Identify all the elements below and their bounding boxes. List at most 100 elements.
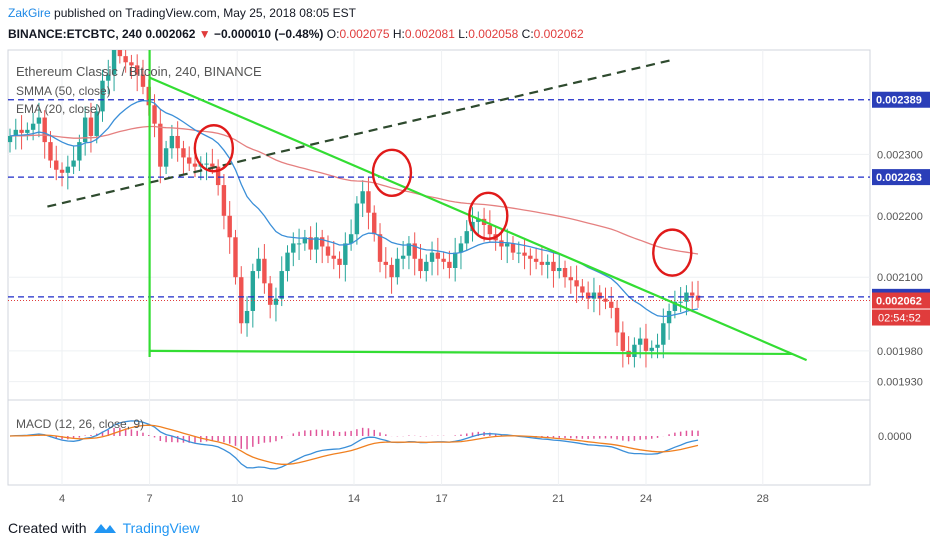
price-label-box xyxy=(872,91,930,108)
price-tick-label: 0.002200 xyxy=(877,211,923,223)
candle-body xyxy=(429,252,435,262)
candle-body xyxy=(267,283,273,305)
candle-body xyxy=(637,338,643,345)
low-label: L: xyxy=(458,27,469,41)
candle-body xyxy=(320,237,325,247)
legend-macd: MACD (12, 26, close, 9) xyxy=(16,417,144,431)
candle-body xyxy=(169,135,175,149)
open-value: 0.002075 xyxy=(339,27,390,41)
candle-body xyxy=(632,344,637,358)
chart-area[interactable]: 0.002300 0.002200 0.002100 0.001980 0.001930… xyxy=(0,0,932,520)
candle-body xyxy=(19,129,24,133)
candle-body xyxy=(441,258,446,262)
countdown-text: 02:54:52 xyxy=(878,313,921,325)
high-label: H: xyxy=(392,27,405,41)
macd-line xyxy=(9,420,699,470)
candle-body xyxy=(487,225,493,235)
author-name[interactable]: ZakGire xyxy=(8,6,51,20)
legend-ema: EMA (20, close) xyxy=(16,102,101,116)
candle-body xyxy=(134,65,140,75)
candle-body xyxy=(163,148,169,167)
candle-body xyxy=(447,261,452,268)
candle-body xyxy=(435,252,441,259)
candle-body xyxy=(557,267,562,272)
price-axis[interactable]: 0.002300 0.002200 0.002100 0.001980 0.001930… xyxy=(872,91,930,443)
candle-body xyxy=(25,129,30,133)
candle-body xyxy=(661,323,666,345)
price-pane xyxy=(8,50,870,368)
price-label-text: 0.002062 xyxy=(876,296,922,308)
tradingview-brand[interactable]: TradingView xyxy=(122,520,200,536)
candle-body xyxy=(285,252,290,272)
candle-body xyxy=(395,258,400,278)
candle-body xyxy=(643,338,649,351)
candle-body xyxy=(8,135,13,143)
candle-body xyxy=(187,157,192,164)
highlight-circle xyxy=(371,148,413,198)
candle-body xyxy=(649,347,654,351)
candle-body xyxy=(366,191,371,213)
time-tick-label: 28 xyxy=(757,493,769,505)
candle-body xyxy=(695,295,701,301)
candle-body xyxy=(54,160,59,170)
candle-body xyxy=(597,292,602,299)
candle-body xyxy=(343,243,348,265)
highlight-circle xyxy=(193,124,235,173)
change-arrow-icon: ▼ xyxy=(198,27,211,41)
candle-body xyxy=(499,240,504,247)
candle-body xyxy=(82,117,88,143)
countdown-box xyxy=(872,309,930,326)
price-tick-label: 0.001930 xyxy=(877,377,923,389)
last-price: 0.002062 xyxy=(145,27,196,41)
candle-body xyxy=(181,148,186,158)
candle-body xyxy=(59,169,65,173)
candle-body xyxy=(215,166,221,186)
candle-body xyxy=(65,166,71,173)
legend-smma: SMMA (50, close) xyxy=(16,84,111,98)
candle-body xyxy=(77,142,82,161)
candle-body xyxy=(545,261,550,265)
price-tick-label: 0.001980 xyxy=(877,346,923,358)
price-label-box xyxy=(872,292,930,309)
candle-body xyxy=(678,301,683,303)
candle-body xyxy=(591,292,597,299)
candle-body xyxy=(42,117,47,143)
price-label-text: 0.002389 xyxy=(876,95,922,107)
tradingview-logo-icon xyxy=(93,524,116,533)
candle-body xyxy=(250,271,256,311)
price-tick-label: 0.002100 xyxy=(877,272,923,284)
publish-info: ZakGire published on TradingView.com, Ma… xyxy=(8,6,356,20)
candle-body xyxy=(227,215,232,238)
candle-body xyxy=(291,243,296,253)
candle-body xyxy=(672,301,678,311)
time-tick-label: 10 xyxy=(231,493,243,505)
candle-body xyxy=(106,74,111,81)
time-axis[interactable]: 4 7 10 14 17 21 24 28 xyxy=(59,493,769,505)
candle-body xyxy=(539,261,545,265)
candle-body xyxy=(71,160,76,167)
candle-body xyxy=(348,234,354,244)
candle-body xyxy=(256,258,261,272)
candle-body xyxy=(325,246,331,256)
high-value: 0.002081 xyxy=(404,27,455,41)
price-tick-label: 0.002300 xyxy=(877,149,923,161)
candle-body xyxy=(574,280,579,287)
created-with-text: Created with xyxy=(8,520,87,536)
macd-signal-line xyxy=(9,424,699,465)
candle-body xyxy=(354,203,360,235)
price-label-box xyxy=(872,169,930,186)
triangle-lower-line xyxy=(149,349,793,356)
candle-body xyxy=(476,218,481,222)
candle-body xyxy=(458,243,464,253)
candle-body xyxy=(302,237,308,244)
price-change: −0.000010 (−0.48%) xyxy=(214,27,324,41)
candle-body xyxy=(389,264,394,278)
time-tick-label: 4 xyxy=(59,493,65,505)
candle-body xyxy=(528,255,533,259)
candle-body xyxy=(337,258,342,265)
candle-body xyxy=(655,344,660,348)
candle-body xyxy=(666,310,672,324)
candle-body xyxy=(13,129,18,136)
symbol-info: BINANCE:ETCBTC, 240 0.002062 ▼ −0.000010… xyxy=(8,27,584,41)
candle-body xyxy=(192,163,198,167)
